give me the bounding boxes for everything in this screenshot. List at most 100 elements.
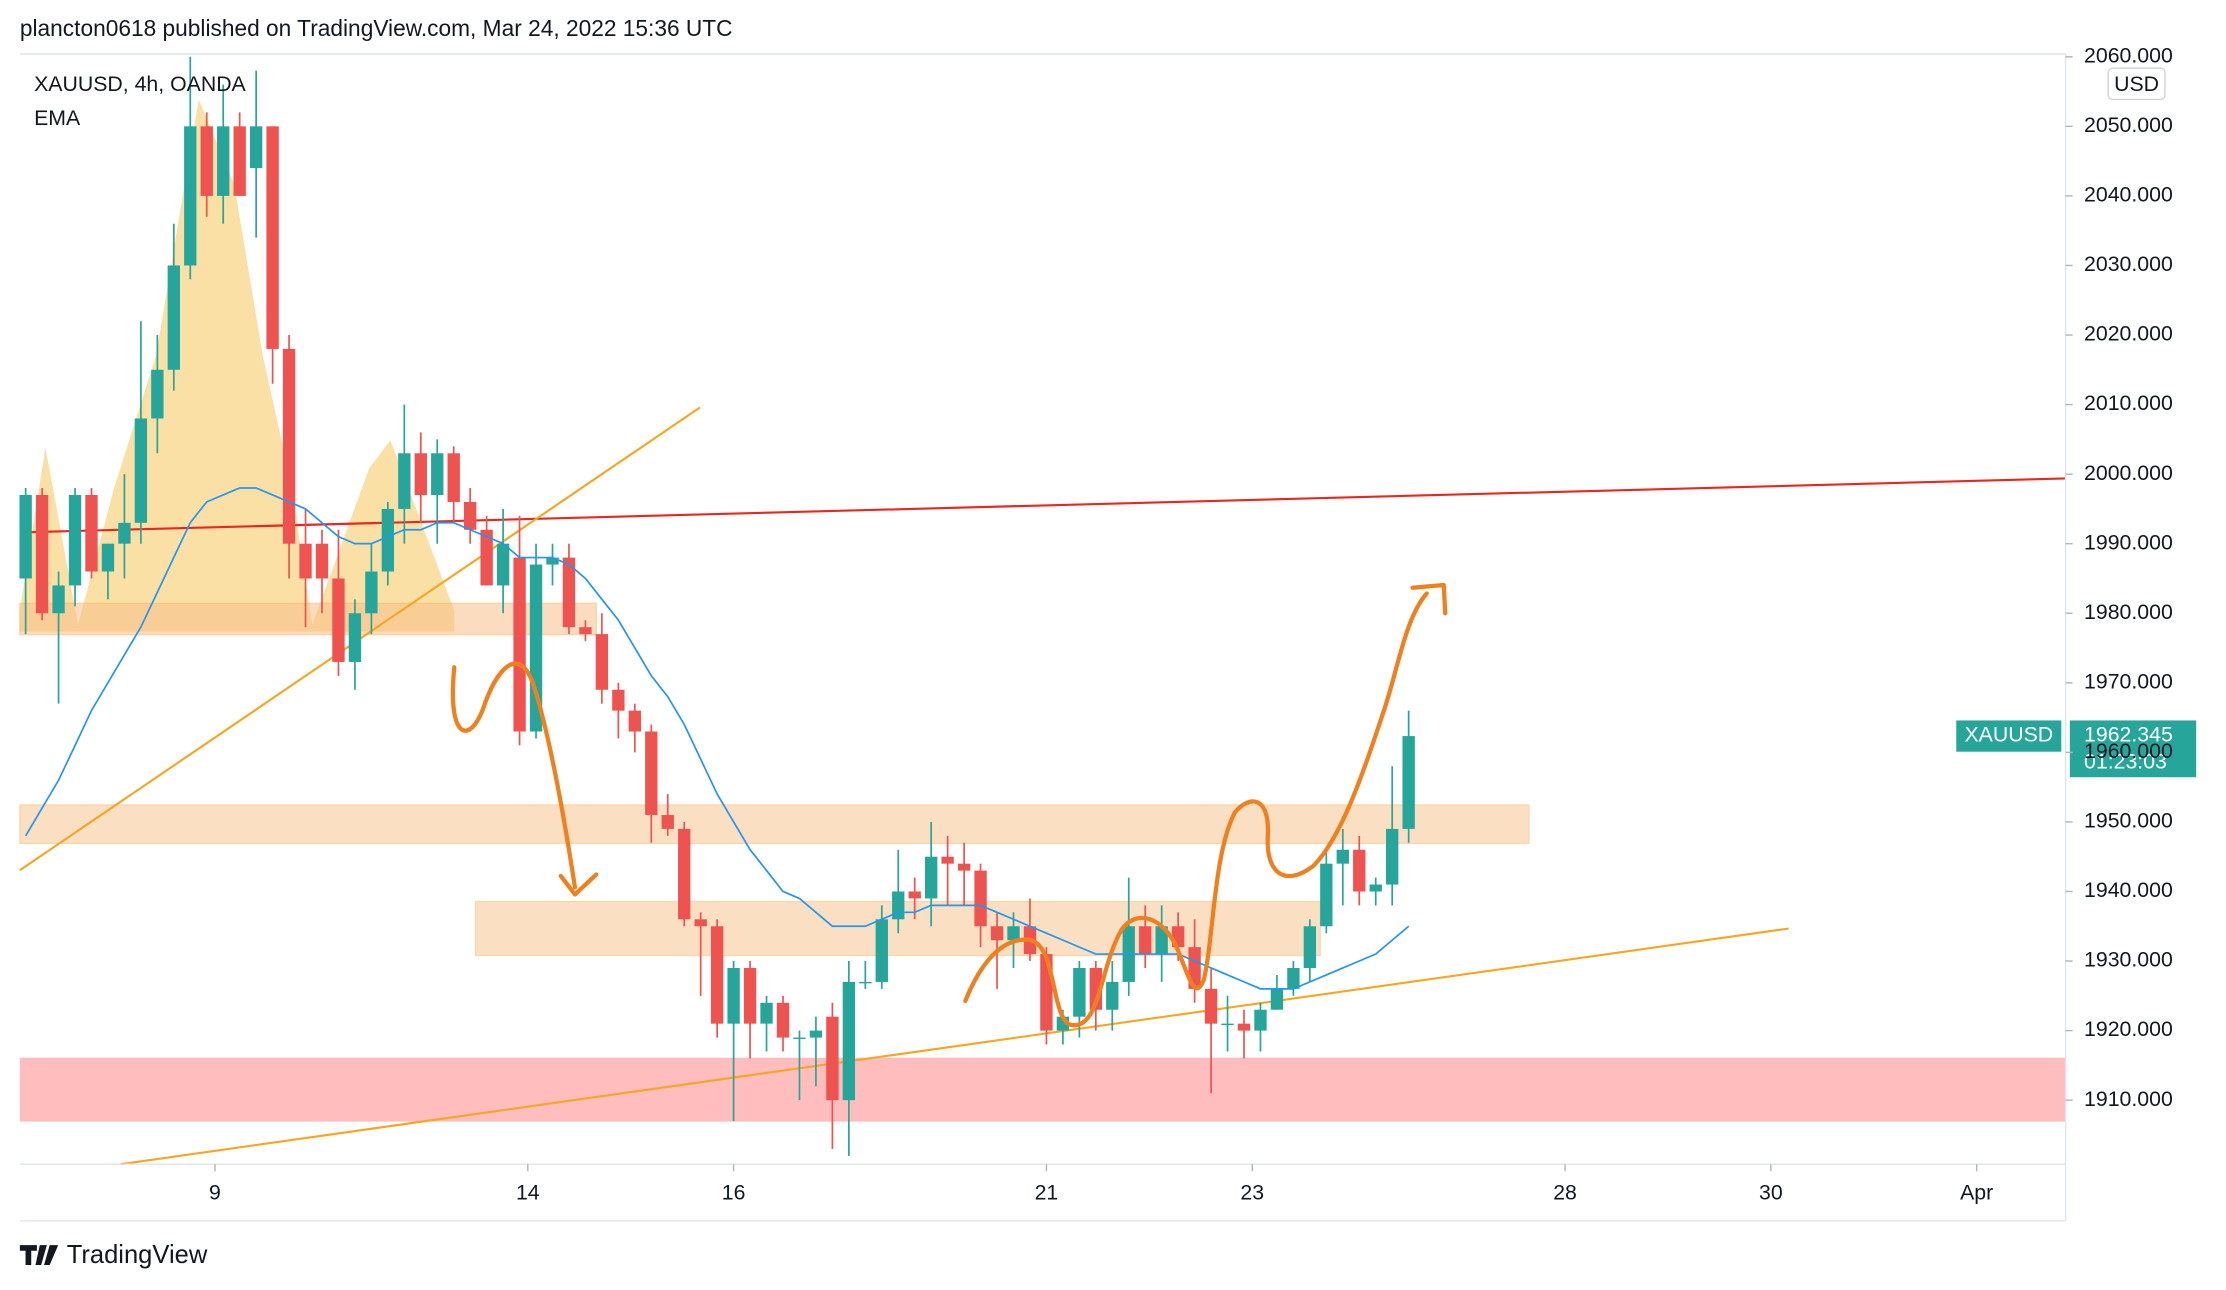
y-tick-label: 2030.000 <box>2084 252 2173 276</box>
x-tick-label: Apr <box>1960 1181 1993 1205</box>
y-tick-label: 1940.000 <box>2084 878 2173 902</box>
candle-body <box>1270 988 1284 1010</box>
x-tick-label: 9 <box>209 1181 221 1205</box>
candle-body <box>85 495 98 572</box>
candle-body <box>381 508 395 572</box>
candle-body <box>1237 1023 1251 1031</box>
x-tick-label: 30 <box>1759 1181 1783 1205</box>
candle-body <box>1336 849 1349 864</box>
y-tick-label: 2050.000 <box>2084 113 2173 137</box>
y-tick-label: 1910.000 <box>2084 1087 2173 1111</box>
y-tick-label: 1920.000 <box>2084 1017 2173 1041</box>
y-tick-label: 2060.000 <box>2084 43 2173 67</box>
candle-body <box>200 126 213 196</box>
candle-body <box>52 585 65 614</box>
candle-body <box>348 613 362 662</box>
candle-body <box>151 369 164 419</box>
y-tick-label: 1990.000 <box>2084 530 2173 554</box>
candle-body <box>184 126 197 266</box>
brand: TradingView <box>67 1241 208 1269</box>
trendline <box>120 927 1789 1166</box>
candle-body <box>513 557 526 732</box>
logo-icon <box>19 1245 59 1265</box>
candle-body <box>793 1037 806 1039</box>
candle-body <box>431 453 444 496</box>
candle-body <box>1353 849 1366 892</box>
countdown: 01:23:03 <box>2084 750 2167 774</box>
candle-body <box>398 453 411 509</box>
price-box <box>2069 720 2197 778</box>
candle-body <box>908 891 921 899</box>
y-tick-label: 1930.000 <box>2084 948 2173 972</box>
candle-body <box>743 968 757 1024</box>
candle-body <box>217 126 230 196</box>
candle-body <box>365 571 378 614</box>
trendline <box>19 477 2066 534</box>
price-tag: XAUUSD 1962.345 01:23:03 <box>1956 720 2197 778</box>
candle-body <box>1073 968 1086 1017</box>
drawing-arrow <box>450 661 599 897</box>
currency-box <box>2107 67 2166 101</box>
candle-body <box>315 543 329 579</box>
candle-body <box>1221 1023 1234 1026</box>
candle-body <box>760 1002 773 1024</box>
candle-body <box>1155 926 1168 955</box>
y-tick-label: 1980.000 <box>2084 600 2173 624</box>
candle-body <box>1287 968 1300 989</box>
candle-body <box>678 828 691 920</box>
candle-body <box>925 856 938 899</box>
logo: TradingView <box>19 1241 208 1269</box>
candle-body <box>809 1030 823 1038</box>
pattern-fill <box>19 99 455 632</box>
candle-body <box>134 418 148 523</box>
candle-body <box>167 265 180 370</box>
candle-body <box>892 891 905 920</box>
x-tick-label: 16 <box>722 1181 746 1205</box>
candle-body <box>1386 828 1399 885</box>
candle-body <box>282 348 296 544</box>
candle-body <box>661 814 674 829</box>
candle-body <box>1369 884 1382 892</box>
candle-body <box>249 126 263 169</box>
candle-body <box>464 501 477 530</box>
candle-body <box>710 926 724 1024</box>
y-tick-label: 1950.000 <box>2084 809 2173 833</box>
y-tick-label: 1970.000 <box>2084 669 2173 693</box>
currency: USD <box>2114 72 2159 96</box>
candle-body <box>1320 863 1333 927</box>
candle-body <box>990 926 1004 941</box>
candle-body <box>562 557 576 628</box>
candle-body <box>266 126 279 349</box>
candle-body <box>842 981 856 1101</box>
zone <box>19 1057 2066 1122</box>
candle-body <box>299 543 312 579</box>
x-tick-label: 21 <box>1035 1181 1059 1205</box>
candle-body <box>776 1002 790 1038</box>
x-tick-label: 14 <box>516 1181 540 1205</box>
candle-body <box>118 522 131 544</box>
candle-body <box>35 495 49 614</box>
candle-body <box>233 126 246 196</box>
price-tag-box <box>1956 720 2062 752</box>
y-tick-label: 2020.000 <box>2084 322 2173 346</box>
candle-body <box>1204 988 1218 1024</box>
candle-body <box>546 557 559 565</box>
indicator: EMA <box>34 106 81 130</box>
candle-body <box>496 543 510 586</box>
zone <box>19 804 1530 845</box>
candle-body <box>101 543 115 572</box>
y-tick-label: 2000.000 <box>2084 461 2173 485</box>
candle-body <box>1106 981 1119 1010</box>
candle-body <box>694 919 707 927</box>
drawing-arrow <box>963 582 1448 1028</box>
candle-body <box>19 495 32 579</box>
candle-body <box>1139 926 1152 955</box>
candle-body <box>447 453 460 502</box>
candle-body <box>1303 926 1317 969</box>
candle-body <box>1402 736 1415 829</box>
candle-body <box>941 856 954 864</box>
candle-body <box>1007 926 1020 941</box>
candle-body <box>875 919 888 982</box>
candle-body <box>579 627 592 635</box>
